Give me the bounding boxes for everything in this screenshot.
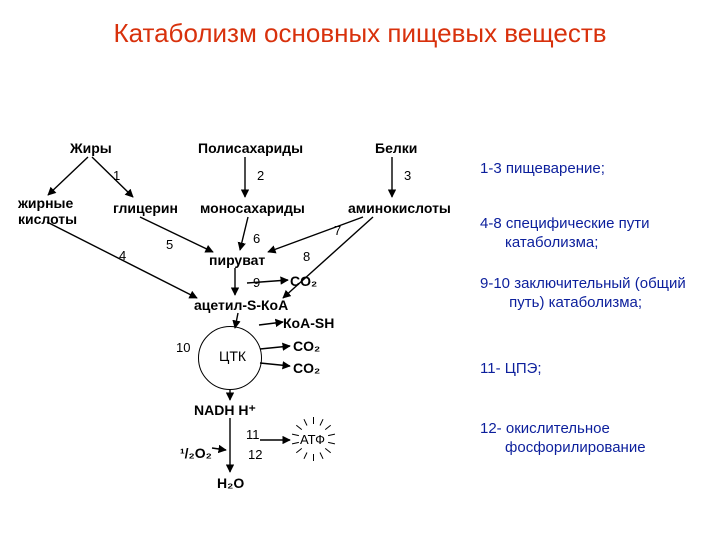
arrows-layer [0,0,720,540]
tca-cycle-label: ЦТК [219,348,246,364]
atp-starburst: АТФ [288,420,340,460]
slide-root: { "title": "Катаболизм основных пищевых … [0,0,720,540]
atp-label: АТФ [300,432,325,447]
